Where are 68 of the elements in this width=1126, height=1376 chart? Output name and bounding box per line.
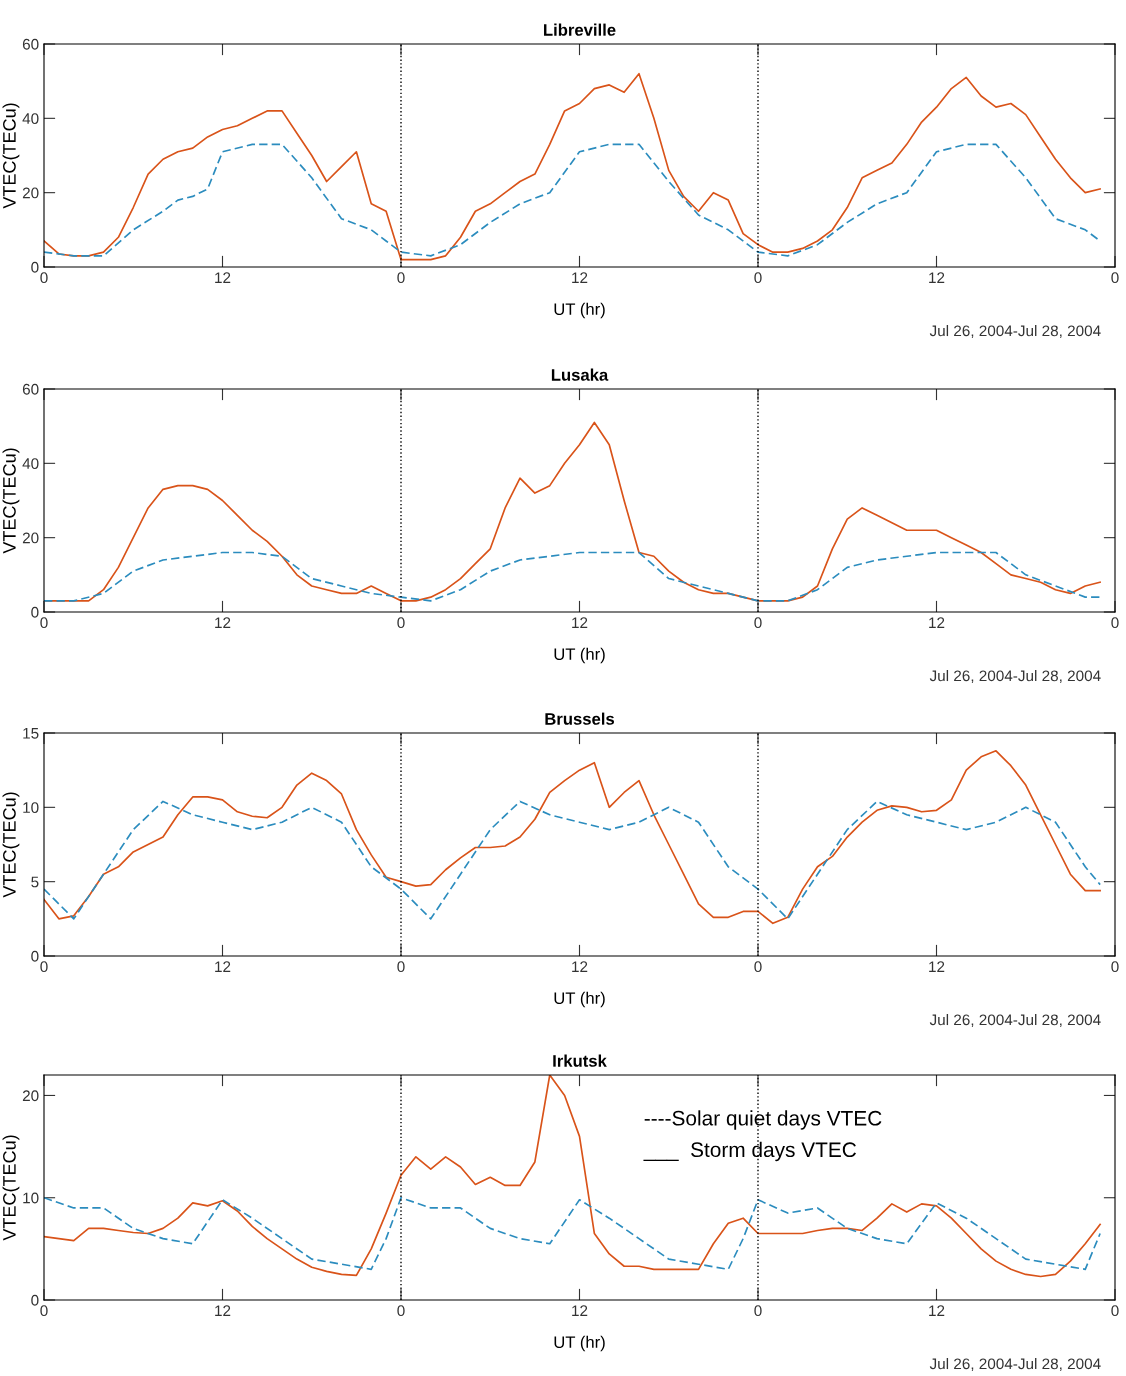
- x-tick-label: 12: [929, 272, 945, 283]
- line-series: [44, 1075, 1101, 1278]
- x-tick-label: 0: [397, 961, 405, 973]
- x-tick-label: 12: [215, 272, 231, 283]
- y-tick-label: 60: [22, 383, 39, 395]
- x-tick-label: 0: [754, 961, 762, 973]
- x-tick-label: 0: [40, 617, 48, 629]
- line-series: [44, 1196, 1101, 1271]
- x-tick-label: 0: [1111, 617, 1119, 629]
- y-tick-label: 10: [23, 802, 39, 814]
- chart-title: Brussels: [545, 712, 615, 725]
- line-series: [44, 551, 1101, 602]
- x-axis-title: UT (hr): [554, 1335, 605, 1352]
- x-tick-label: 0: [397, 617, 405, 629]
- x-tick-label: 0: [754, 272, 762, 284]
- y-axis-title: VTEC(TECu): [2, 103, 20, 209]
- x-tick-label: 0: [1111, 272, 1119, 284]
- x-axis-title: UT (hr): [554, 647, 605, 664]
- y-tick-label: 0: [31, 606, 39, 618]
- line-series: [44, 750, 1101, 925]
- x-tick-label: 0: [1111, 1305, 1119, 1317]
- x-tick-label: 12: [572, 272, 588, 283]
- text: Jul 26, 2004-Jul 28, 2004: [929, 669, 1101, 684]
- x-tick-label: 0: [40, 1305, 48, 1317]
- x-tick-label: 12: [929, 961, 945, 972]
- x-tick-label: 12: [572, 1305, 588, 1316]
- y-tick-label: 0: [31, 950, 39, 962]
- x-tick-label: 0: [397, 1305, 405, 1317]
- y-tick-label: 40: [22, 458, 39, 470]
- y-tick-label: 10: [23, 1192, 39, 1204]
- chart-title: Lusaka: [551, 368, 609, 381]
- y-tick-label: 20: [22, 1090, 39, 1102]
- text: Jul 26, 2004-Jul 28, 2004: [929, 1013, 1101, 1028]
- x-tick-label: 0: [754, 617, 762, 629]
- x-tick-label: 0: [754, 1305, 762, 1317]
- x-tick-label: 0: [40, 961, 48, 973]
- x-tick-label: 12: [929, 1305, 945, 1316]
- y-axis-title: VTEC(TECu): [2, 792, 20, 898]
- y-tick-label: 60: [22, 38, 39, 50]
- y-tick-label: 5: [31, 876, 39, 888]
- x-tick-label: 0: [397, 272, 405, 284]
- y-tick-label: 20: [22, 187, 39, 199]
- y-axis-title: VTEC(TECu): [2, 1135, 20, 1241]
- x-tick-label: 12: [215, 961, 231, 972]
- text: Jul 26, 2004-Jul 28, 2004: [929, 1357, 1101, 1372]
- x-axis-title: UT (hr): [554, 302, 605, 319]
- y-tick-label: 0: [31, 1294, 39, 1306]
- x-tick-label: 12: [572, 617, 588, 628]
- text: Jul 26, 2004-Jul 28, 2004: [929, 324, 1101, 339]
- y-tick-label: 15: [23, 728, 39, 739]
- annotation: ----Solar quiet days VTEC: [644, 1110, 882, 1130]
- chart-title: Irkutsk: [553, 1054, 607, 1067]
- y-tick-label: 20: [22, 532, 39, 544]
- x-tick-label: 12: [572, 961, 588, 972]
- x-tick-label: 0: [1111, 961, 1119, 973]
- annotation: ___ Storm days VTEC: [643, 1141, 857, 1162]
- x-tick-label: 12: [929, 617, 945, 628]
- y-tick-label: 40: [22, 113, 39, 125]
- line-series: [44, 800, 1101, 920]
- x-axis-title: UT (hr): [554, 991, 605, 1008]
- x-tick-label: 0: [40, 272, 48, 284]
- chart-title: Libreville: [544, 23, 616, 36]
- x-tick-label: 12: [215, 1305, 231, 1316]
- y-tick-label: 0: [31, 261, 39, 273]
- line-series: [44, 143, 1101, 257]
- line-series: [44, 72, 1101, 261]
- x-tick-label: 12: [215, 617, 231, 628]
- y-axis-title: VTEC(TECu): [2, 448, 20, 554]
